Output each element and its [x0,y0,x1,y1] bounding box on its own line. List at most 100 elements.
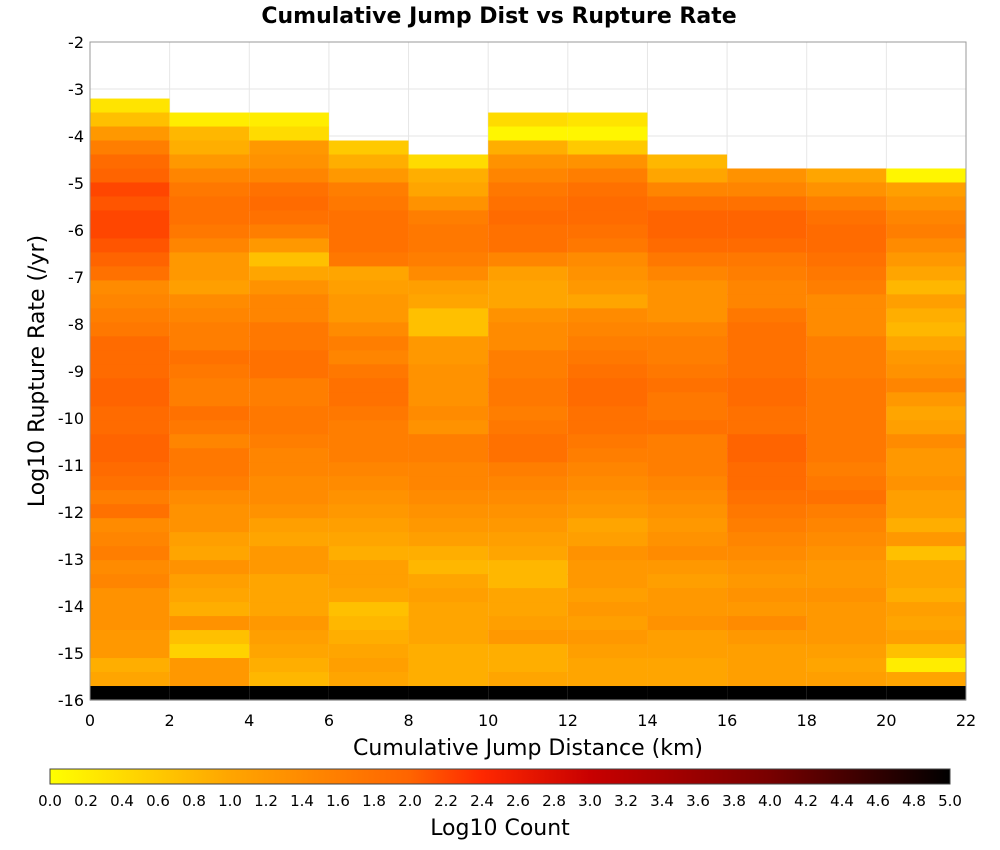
heatmap-cell [249,616,329,631]
heatmap-cell [727,546,807,561]
heatmap-cell [488,602,568,617]
heatmap-cell [567,126,648,142]
heatmap-cell [647,364,728,379]
heatmap-cell [488,532,568,547]
heatmap-cell [169,434,250,449]
heatmap-cell [408,434,489,449]
heatmap-cell [408,518,489,533]
colorbar-tick-label: 4.4 [830,792,854,810]
heatmap-cell [567,406,648,421]
heatmap-cell [328,252,409,267]
y-tick-label: -12 [58,503,84,522]
heatmap-cell [408,266,489,281]
heatmap-cell [328,672,409,687]
heatmap-cell [408,420,489,435]
heatmap-cell [249,448,329,463]
y-tick-label: -7 [68,268,84,287]
heatmap-cell [249,294,329,309]
heatmap-cell [647,476,728,491]
heatmap-cell [249,658,329,673]
heatmap-cell [169,154,250,170]
heatmap-cell [567,686,648,701]
heatmap-cell [249,630,329,645]
heatmap-cell [249,560,329,575]
heatmap-cell [249,224,329,240]
heatmap-cell [90,476,170,491]
heatmap-cell [647,406,728,421]
heatmap-cell [488,658,568,673]
heatmap-cell [488,588,568,603]
heatmap-cell [806,294,887,309]
heatmap-cell [408,644,489,659]
heatmap-cell [169,574,250,589]
colorbar-tick-label: 2.2 [434,792,458,810]
heatmap-cell [408,658,489,673]
heatmap-cell [488,518,568,533]
heatmap-cell [806,168,887,184]
heatmap-cell [328,224,409,240]
heatmap-cell [647,532,728,547]
heatmap-cell [169,210,250,226]
x-tick-label: 22 [956,711,976,730]
heatmap-cell [408,504,489,519]
heatmap-cell [249,392,329,407]
heatmap-cell [567,280,648,295]
heatmap-cell [408,280,489,295]
y-tick-label: -6 [68,221,84,240]
x-axis-label: Cumulative Jump Distance (km) [353,736,703,761]
heatmap-cell [806,266,887,281]
heatmap-cell [886,490,966,505]
heatmap-cell [249,546,329,561]
heatmap-cell [727,322,807,337]
colorbar-tick-label: 0.2 [74,792,98,810]
colorbar [49,768,951,785]
heatmap-cell [727,266,807,281]
heatmap-cell [806,308,887,323]
heatmap-cell [90,672,170,687]
heatmap-cell [886,182,966,198]
heatmap-cell [647,238,728,254]
colorbar-tick-label: 1.2 [254,792,278,810]
heatmap-cell [90,658,170,673]
heatmap-cell [249,420,329,435]
heatmap-cell [647,378,728,393]
heatmap-cell [647,518,728,533]
heatmap-cell [806,672,887,687]
heatmap-cell [567,336,648,351]
heatmap-cell [249,644,329,659]
heatmap-cell [408,364,489,379]
heatmap-cell [727,336,807,351]
heatmap-cell [488,238,568,254]
heatmap-cell [727,294,807,309]
heatmap-cell [169,672,250,687]
x-tick-label: 12 [558,711,578,730]
heatmap-cell [647,504,728,519]
heatmap-cell [90,210,170,226]
heatmap-cell [567,294,648,309]
heatmap-cell [886,658,966,673]
heatmap-cell [647,448,728,463]
plot-border [89,41,967,701]
heatmap-cell [169,392,250,407]
heatmap-cell [328,658,409,673]
heatmap-cell [806,532,887,547]
heatmap-cell [90,574,170,589]
heatmap-cell [90,644,170,659]
heatmap-cell [328,364,409,379]
heatmap-cell [647,168,728,184]
heatmap-cell [806,462,887,477]
heatmap-cell [647,490,728,505]
heatmap-cell [647,574,728,589]
x-tick-label: 4 [244,711,254,730]
heatmap-cell [169,112,250,128]
heatmap-cell [90,252,170,267]
heatmap-cell [886,532,966,547]
heatmap-cell [806,196,887,212]
heatmap-cell [647,182,728,198]
heatmap-cell [567,672,648,687]
heatmap-cell [567,616,648,631]
heatmap-cell [647,546,728,561]
heatmap-cell [488,616,568,631]
heatmap-cell [647,602,728,617]
heatmap-cell [249,140,329,156]
